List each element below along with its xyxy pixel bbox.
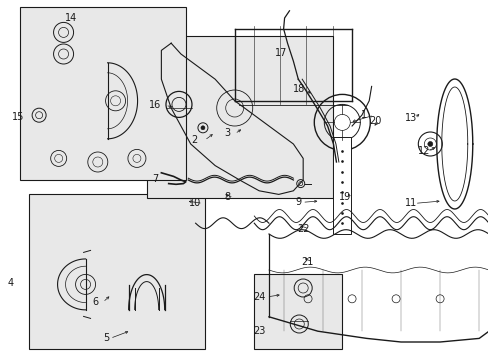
Text: 4: 4 (8, 278, 14, 288)
Text: 10: 10 (188, 198, 201, 208)
Text: 15: 15 (12, 112, 25, 122)
Bar (332, 137, 350, 234)
Text: 11: 11 (404, 198, 416, 208)
Text: 18: 18 (292, 84, 305, 94)
Text: 24: 24 (252, 292, 265, 302)
Text: 13: 13 (404, 113, 416, 123)
Text: 19: 19 (338, 192, 350, 202)
Text: 20: 20 (368, 116, 381, 126)
Text: 9: 9 (295, 197, 301, 207)
Text: 21: 21 (300, 257, 313, 267)
Text: 12: 12 (417, 146, 430, 156)
Bar (20, 7, 185, 180)
Text: 5: 5 (103, 333, 109, 343)
Text: 17: 17 (274, 48, 287, 58)
Text: 2: 2 (191, 135, 197, 145)
Text: 7: 7 (152, 174, 158, 184)
Text: 6: 6 (92, 297, 98, 307)
Bar (146, 36, 332, 198)
Circle shape (201, 126, 204, 130)
Bar (29, 194, 205, 349)
Text: 8: 8 (224, 192, 230, 202)
Text: 1: 1 (361, 110, 366, 120)
Circle shape (427, 141, 432, 147)
Text: 23: 23 (252, 326, 265, 336)
Text: 14: 14 (64, 13, 77, 23)
Bar (254, 274, 342, 349)
Text: 16: 16 (149, 100, 162, 110)
Text: 22: 22 (296, 224, 309, 234)
Text: 3: 3 (224, 128, 230, 138)
